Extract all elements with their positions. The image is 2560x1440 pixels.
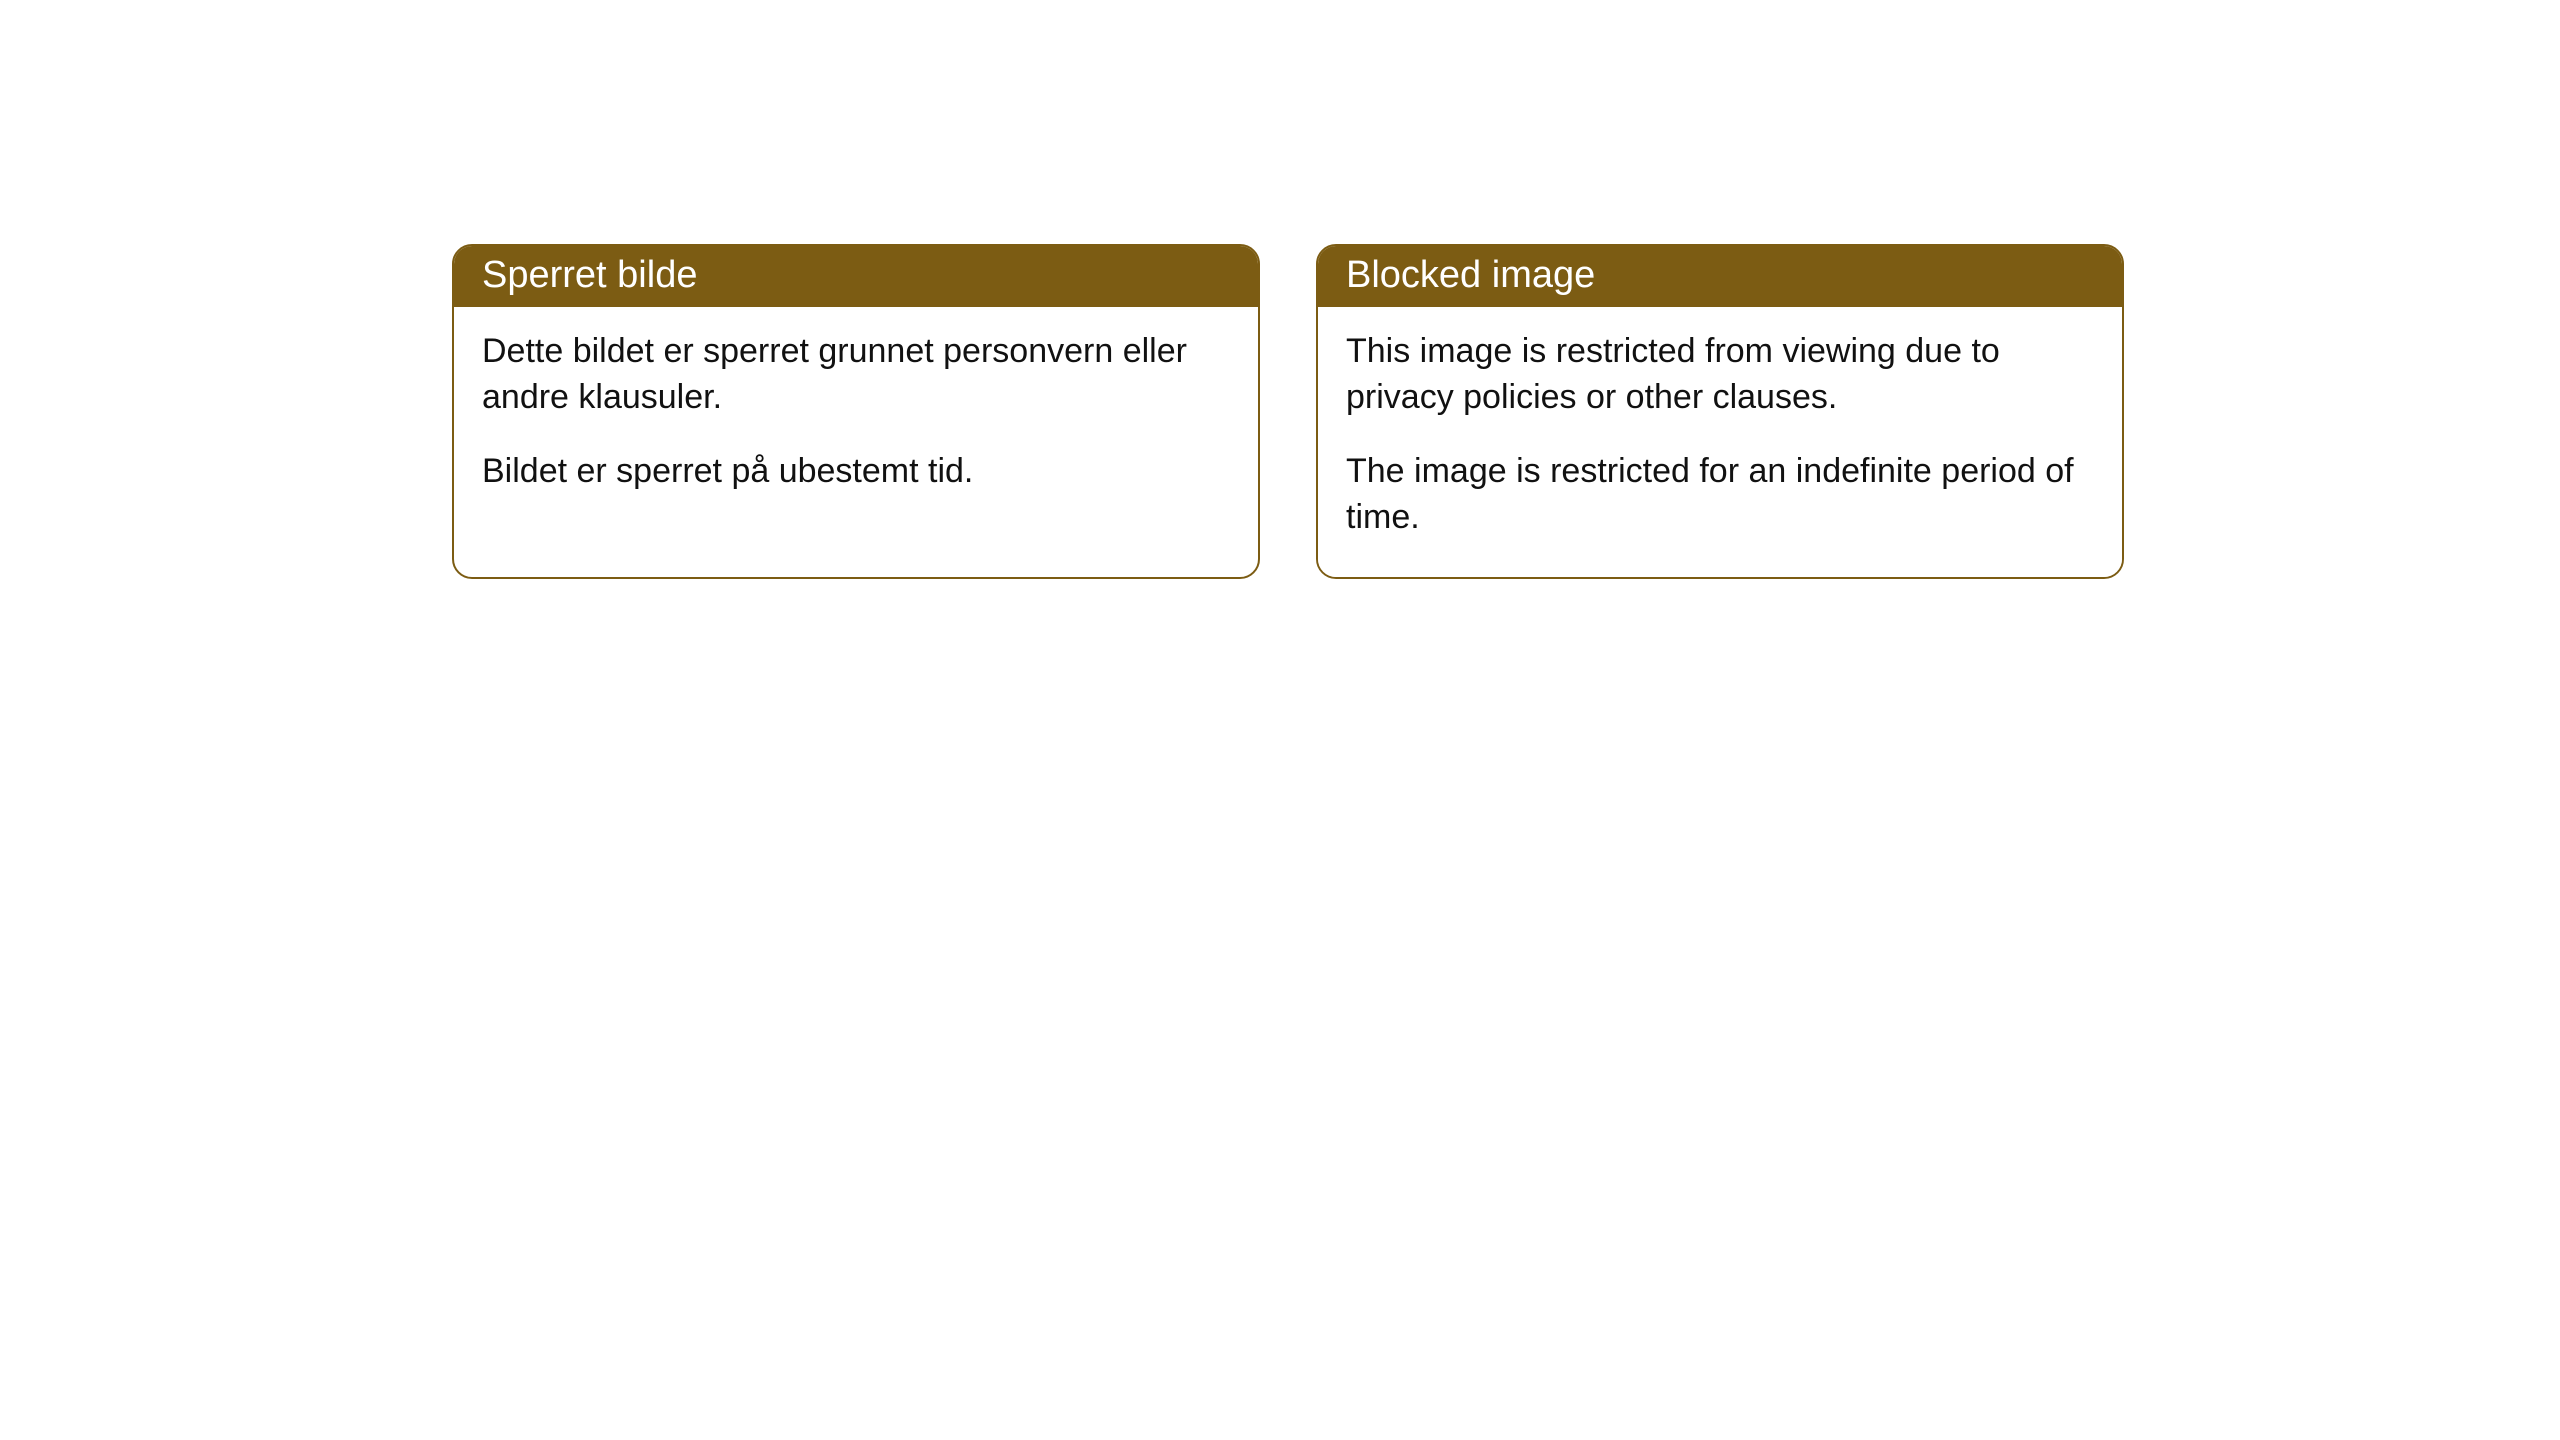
card-header-norwegian: Sperret bilde [454,246,1258,307]
card-body-norwegian: Dette bildet er sperret grunnet personve… [454,307,1258,531]
card-title: Blocked image [1346,254,1595,296]
card-header-english: Blocked image [1318,246,2122,307]
card-paragraph-1: This image is restricted from viewing du… [1346,329,2094,421]
card-paragraph-1: Dette bildet er sperret grunnet personve… [482,329,1230,421]
card-paragraph-2: The image is restricted for an indefinit… [1346,449,2094,541]
card-norwegian: Sperret bilde Dette bildet er sperret gr… [452,244,1260,579]
card-english: Blocked image This image is restricted f… [1316,244,2124,579]
cards-container: Sperret bilde Dette bildet er sperret gr… [452,244,2124,579]
card-title: Sperret bilde [482,254,697,296]
card-paragraph-2: Bildet er sperret på ubestemt tid. [482,449,1230,495]
card-body-english: This image is restricted from viewing du… [1318,307,2122,577]
